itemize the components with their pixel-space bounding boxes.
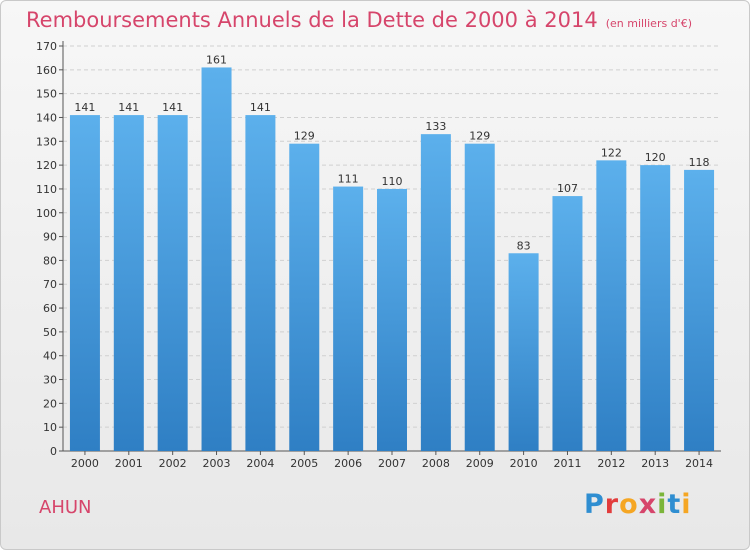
logo-letter: i	[657, 489, 668, 520]
data-label: 141	[162, 101, 183, 114]
chart-title-text: Remboursements Annuels de la Dette de 20…	[26, 8, 598, 32]
data-label: 129	[469, 130, 490, 143]
x-tick-label: 2000	[71, 457, 99, 470]
y-tick-label: 20	[43, 397, 57, 410]
x-tick-label: 2012	[597, 457, 625, 470]
bar	[245, 115, 276, 452]
bar	[113, 115, 144, 452]
data-label: 111	[338, 173, 359, 186]
y-tick-label: 70	[43, 278, 57, 291]
x-tick-label: 2010	[510, 457, 538, 470]
bars	[69, 67, 715, 452]
data-label: 141	[250, 101, 271, 114]
bar	[684, 169, 715, 451]
y-tick-label: 90	[43, 231, 57, 244]
commune-name: AHUN	[39, 497, 92, 518]
bar	[464, 143, 495, 452]
y-tick-labels: 0 10 20 30 40 50 60 70 80 90 100 110 120 130 140 150 160…	[36, 40, 57, 458]
data-label: 83	[517, 239, 531, 252]
x-tick-label: 2009	[466, 457, 494, 470]
y-tick-label: 170	[36, 40, 57, 53]
bar	[420, 134, 451, 451]
x-tick-label: 2014	[685, 457, 713, 470]
y-tick-label: 150	[36, 88, 57, 101]
x-tick-label: 2006	[334, 457, 362, 470]
data-label: 118	[689, 156, 710, 169]
logo-letter: i	[681, 489, 692, 520]
data-labels: 141 141 141 161 141 129 111 110 133 129 83 107 122 12…	[74, 53, 709, 252]
x-tick-label: 2011	[553, 457, 581, 470]
y-tick-label: 0	[50, 445, 57, 458]
bar	[157, 115, 188, 452]
proxiti-logo: Proxiti	[584, 489, 692, 520]
data-label: 107	[557, 182, 578, 195]
data-label: 122	[601, 146, 622, 159]
y-tick-label: 110	[36, 183, 57, 196]
x-tick-labels: 2000 2001 2002 2003 2004 2005 2006 2007 2008 2009…	[71, 457, 713, 470]
data-label: 120	[645, 151, 666, 164]
bar	[333, 186, 364, 451]
bar	[377, 188, 407, 452]
bar	[69, 115, 100, 452]
data-label: 133	[425, 120, 446, 133]
bar	[640, 165, 671, 451]
chart-title: Remboursements Annuels de la Dette de 20…	[26, 8, 692, 32]
chart-unit: (en milliers d'€)	[605, 17, 692, 30]
data-label: 161	[206, 53, 227, 66]
bar	[508, 253, 539, 451]
y-tick-label: 10	[43, 421, 57, 434]
x-tick-label: 2004	[246, 457, 274, 470]
bar	[552, 196, 583, 451]
y-tick-label: 50	[43, 326, 57, 339]
x-tick-label: 2007	[378, 457, 406, 470]
x-tick-label: 2005	[290, 457, 318, 470]
logo-letter: r	[604, 489, 620, 520]
logo-letter: x	[638, 489, 658, 520]
y-tick-label: 100	[36, 207, 57, 220]
data-label: 129	[294, 130, 315, 143]
x-tick-label: 2003	[203, 457, 231, 470]
logo-letter: P	[584, 489, 605, 520]
x-tick-label: 2002	[159, 457, 187, 470]
x-tick-label: 2013	[641, 457, 669, 470]
y-tick-label: 60	[43, 302, 57, 315]
data-label: 141	[74, 101, 95, 114]
data-label: 110	[382, 175, 403, 188]
y-tick-label: 80	[43, 254, 57, 267]
y-tick-label: 40	[43, 350, 57, 363]
y-tick-label: 120	[36, 159, 57, 172]
bar	[596, 160, 627, 451]
y-tick-label: 130	[36, 135, 57, 148]
y-tick-label: 30	[43, 374, 57, 387]
logo-letter: o	[619, 489, 639, 520]
data-label: 141	[118, 101, 139, 114]
logo-letter: t	[667, 489, 682, 520]
y-tick-label: 140	[36, 111, 57, 124]
x-tick-label: 2008	[422, 457, 450, 470]
x-tick-label: 2001	[115, 457, 143, 470]
y-tick-label: 160	[36, 64, 57, 77]
bar	[201, 67, 232, 452]
bar	[289, 143, 320, 452]
